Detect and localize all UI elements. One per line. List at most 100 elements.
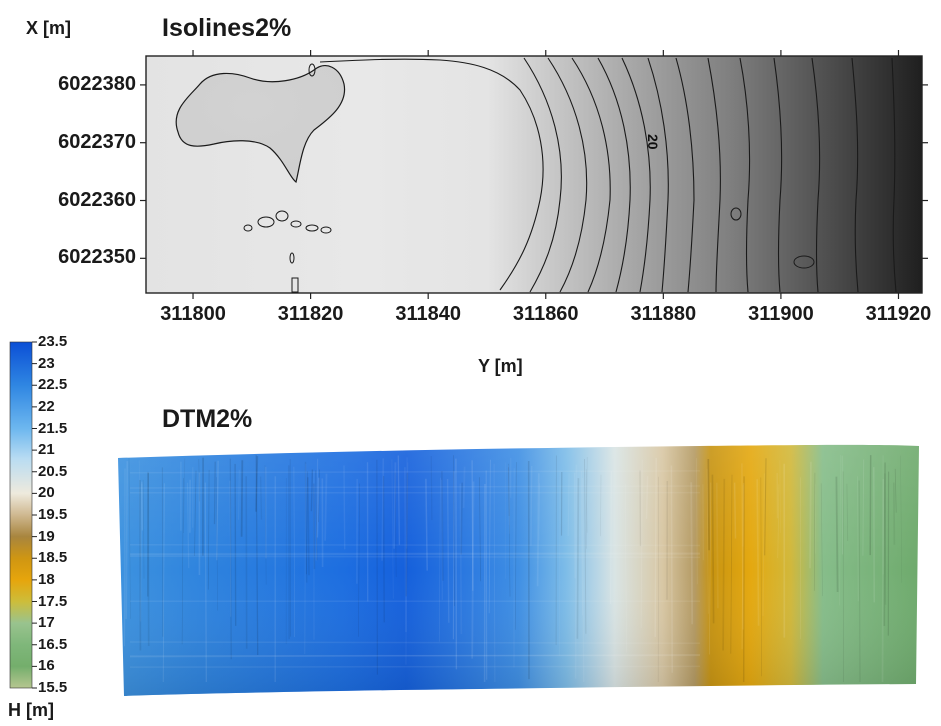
dtm-texture-stroke xyxy=(198,458,200,502)
dtm-texture-stroke xyxy=(455,458,458,670)
colorbar-tick-label: 19.5 xyxy=(38,506,68,523)
dtm-texture-stroke xyxy=(478,477,482,582)
y-tick-label: 6022360 xyxy=(58,188,136,211)
dtm-texture-stroke xyxy=(809,461,812,569)
dtm-texture-stroke xyxy=(142,479,145,579)
x-tick-label: 311920 xyxy=(865,303,932,325)
dtm-texture-stroke xyxy=(730,474,733,654)
dtm-texture-stroke xyxy=(183,458,186,534)
isoline xyxy=(707,57,721,293)
dtm-texture-stroke xyxy=(181,478,184,645)
dtm-texture-stroke xyxy=(240,460,244,537)
dtm-texture-stroke xyxy=(304,463,307,655)
isoline xyxy=(523,57,562,293)
dtm-texture-band xyxy=(129,555,701,559)
dtm-texture-stroke xyxy=(139,483,143,622)
dtm-texture xyxy=(123,454,903,683)
dtm-texture-stroke xyxy=(293,466,295,638)
isoline xyxy=(547,57,588,293)
isoline xyxy=(739,57,751,293)
isoline xyxy=(675,57,695,293)
dtm-texture-stroke xyxy=(709,482,712,655)
dtm-texture-stroke xyxy=(404,467,407,633)
x-tick-label: 311880 xyxy=(630,303,697,325)
dtm-texture-stroke xyxy=(514,462,517,630)
isoline xyxy=(851,57,859,293)
dtm-texture-stroke xyxy=(764,458,767,556)
dtm-texture-stroke xyxy=(307,477,310,576)
dtm-texture-stroke xyxy=(624,483,627,653)
dtm-texture-stroke xyxy=(446,478,450,623)
isoline-patches xyxy=(243,63,815,293)
dtm-texture-stroke xyxy=(229,480,232,617)
colorbar-tick-label: 20.5 xyxy=(38,462,68,480)
dtm-texture-band xyxy=(129,553,701,556)
dtm-texture-stroke xyxy=(883,462,886,627)
x-tick-label: 311900 xyxy=(748,303,814,325)
dtm-texture-stroke xyxy=(216,477,219,611)
isoline xyxy=(621,57,651,293)
dtm-texture-stroke xyxy=(358,483,360,637)
dtm-texture-stroke xyxy=(609,471,612,605)
dtm-texture-stroke xyxy=(707,458,710,551)
top-ylabel: X [m] xyxy=(26,18,71,38)
dtm-texture-stroke xyxy=(138,460,142,557)
colorbar-tick-label: 21 xyxy=(38,441,55,459)
isoline xyxy=(571,57,611,293)
isolines-frame xyxy=(145,55,923,294)
dtm-texture-stroke xyxy=(316,477,320,538)
dtm-texture-stroke xyxy=(255,456,259,512)
dtm-texture-stroke xyxy=(756,479,760,626)
dtm-texture-stroke xyxy=(696,458,698,585)
dtm-texture-stroke xyxy=(584,458,587,634)
dtm-texture-stroke xyxy=(147,471,150,647)
dtm-plot xyxy=(118,444,919,696)
dtm-texture-stroke xyxy=(315,458,319,561)
isoline-depression xyxy=(175,65,346,183)
colorbar-tick-label: 17.5 xyxy=(38,592,68,610)
dtm-texture-band xyxy=(129,654,701,658)
dtm-texture-stroke xyxy=(567,473,570,537)
dtm-texture-stroke xyxy=(900,455,903,583)
dtm-texture-band xyxy=(129,641,701,644)
isolines-axis-ticks xyxy=(140,50,928,299)
dtm-texture-stroke xyxy=(343,465,346,550)
dtm-texture-stroke xyxy=(306,471,309,575)
dtm-texture-stroke xyxy=(391,459,394,599)
dtm-texture-stroke xyxy=(733,482,737,539)
dtm-texture-stroke xyxy=(128,457,131,619)
dtm-texture-stroke xyxy=(894,468,897,513)
top-title: Isolines2% xyxy=(162,14,292,42)
dtm-texture-stroke xyxy=(186,482,190,569)
dtm-texture-stroke xyxy=(406,462,409,549)
dtm-texture-stroke xyxy=(255,455,259,656)
dtm-texture-stroke xyxy=(508,463,510,517)
dtm-texture-stroke xyxy=(381,458,385,561)
isoline-group xyxy=(175,57,897,293)
colorbar-tick-label: 23.5 xyxy=(38,333,68,350)
dtm-texture-stroke xyxy=(229,458,232,660)
dtm-texture-stroke xyxy=(645,476,649,519)
dtm-texture-stroke xyxy=(857,476,859,602)
dtm-texture-stroke xyxy=(162,483,165,683)
dtm-texture-stroke xyxy=(760,477,762,677)
dtm-texture-stroke xyxy=(383,475,385,623)
x-tick-label: 311800 xyxy=(160,303,226,325)
dtm-texture-stroke xyxy=(438,477,441,642)
x-tick-label: 311860 xyxy=(512,303,579,325)
colorbar-tick-label: 22.5 xyxy=(38,376,68,394)
dtm-texture-stroke xyxy=(839,454,841,606)
dtm-texture-stroke xyxy=(846,483,849,542)
dtm-texture-stroke xyxy=(453,455,455,607)
dtm-texture-stroke xyxy=(508,467,511,597)
dtm-texture-stroke xyxy=(715,482,719,609)
dtm-texture-stroke xyxy=(600,474,602,537)
x-tick-label: 311840 xyxy=(395,303,461,325)
dtm-texture-stroke xyxy=(574,464,578,679)
dtm-texture-stroke xyxy=(213,461,216,525)
dtm-texture-stroke xyxy=(741,463,744,630)
y-tick-label: 6022350 xyxy=(58,246,136,269)
isoline xyxy=(811,57,821,293)
dtm-texture-stroke xyxy=(722,478,726,651)
